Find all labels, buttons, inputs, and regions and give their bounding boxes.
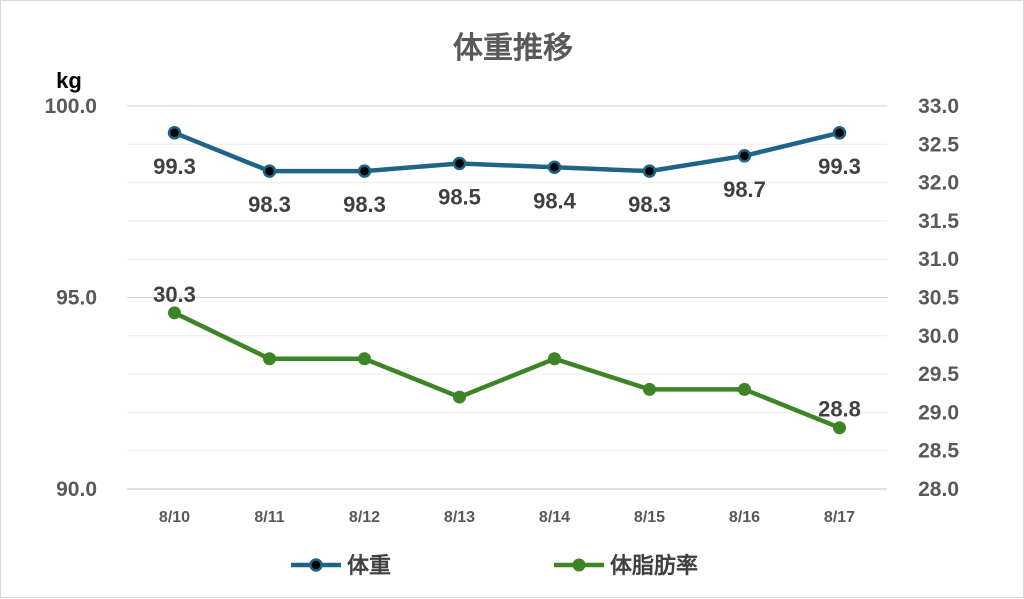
data-point — [832, 126, 847, 140]
y-right-tick-label: 29.0 — [918, 401, 959, 424]
y-right-tick-label: 32.0 — [918, 172, 959, 195]
data-label: 99.3 — [818, 154, 861, 179]
x-tick-label: 8/11 — [254, 509, 284, 526]
y-left-tick-label: 95.0 — [56, 287, 97, 310]
legend-marker — [572, 558, 586, 572]
y-axis-left: 100.0 95.0 90.0 — [44, 95, 97, 501]
y-left-tick-label: 100.0 — [44, 95, 97, 118]
data-point — [643, 382, 656, 396]
x-tick-label: 8/14 — [539, 509, 570, 526]
legend-label: 体重 — [347, 554, 391, 579]
y-right-tick-label: 31.5 — [918, 210, 959, 233]
y-right-tick-label: 32.5 — [918, 133, 959, 156]
y-axis-right: 33.0 32.5 32.0 31.5 31.0 30.5 30.0 29.5 29.0 28.5… — [918, 95, 959, 501]
x-axis: 8/10 8/11 8/12 8/13 8/14 8/15 8/16 8/17 — [159, 509, 855, 526]
y-right-tick-label: 30.5 — [918, 287, 959, 310]
data-label: 30.3 — [153, 282, 196, 307]
y-left-unit: kg — [56, 68, 82, 93]
chart-title: 体重推移 — [453, 31, 573, 66]
y-right-tick-label: 28.5 — [918, 440, 959, 463]
data-point — [642, 164, 657, 178]
legend-item-2: 体脂肪率 — [554, 553, 698, 579]
x-tick-label: 8/13 — [444, 509, 475, 526]
data-label: 98.3 — [248, 192, 291, 217]
y-right-tick-label: 33.0 — [918, 95, 959, 118]
y-right-tick-label: 30.0 — [918, 325, 959, 348]
x-tick-label: 8/10 — [159, 509, 190, 526]
data-point — [738, 382, 751, 396]
legend: 体重 体脂肪率 — [291, 553, 698, 579]
data-label: 98.3 — [628, 192, 671, 217]
data-label: 98.4 — [533, 188, 577, 213]
x-tick-label: 8/15 — [634, 509, 665, 526]
series-group: 99.3 98.3 98.3 98.5 98.4 98.3 98.7 99.3 30.3 28.8 — [153, 126, 861, 435]
data-point — [737, 149, 752, 163]
x-tick-label: 8/17 — [824, 509, 855, 526]
data-point — [453, 390, 466, 404]
data-point — [262, 164, 277, 178]
series-1: 99.3 98.3 98.3 98.5 98.4 98.3 98.7 99.3 — [153, 126, 861, 217]
legend-label: 体脂肪率 — [610, 553, 698, 579]
data-point — [833, 421, 846, 435]
y-right-tick-label: 31.0 — [918, 248, 959, 271]
gridlines — [127, 105, 887, 490]
data-point — [167, 126, 182, 140]
data-point — [547, 160, 562, 175]
y-right-tick-label: 28.0 — [918, 478, 959, 501]
data-label: 98.5 — [438, 184, 481, 209]
x-tick-label: 8/16 — [729, 509, 760, 526]
data-point — [263, 352, 276, 366]
data-label: 98.7 — [723, 177, 766, 202]
data-point — [452, 156, 467, 171]
data-point — [168, 306, 181, 320]
data-label: 99.3 — [153, 154, 196, 179]
data-label: 98.3 — [343, 192, 386, 217]
y-right-tick-label: 29.5 — [918, 363, 959, 386]
series-line — [172, 130, 842, 174]
x-tick-label: 8/12 — [349, 509, 380, 526]
data-point — [358, 352, 371, 366]
legend-marker — [309, 558, 323, 572]
series-2: 30.3 28.8 — [153, 282, 861, 435]
data-label: 28.8 — [818, 397, 861, 422]
data-point — [548, 352, 561, 366]
data-point — [357, 164, 372, 178]
legend-item-1: 体重 — [291, 554, 391, 579]
y-left-tick-label: 90.0 — [56, 478, 97, 501]
series-line — [172, 310, 842, 430]
